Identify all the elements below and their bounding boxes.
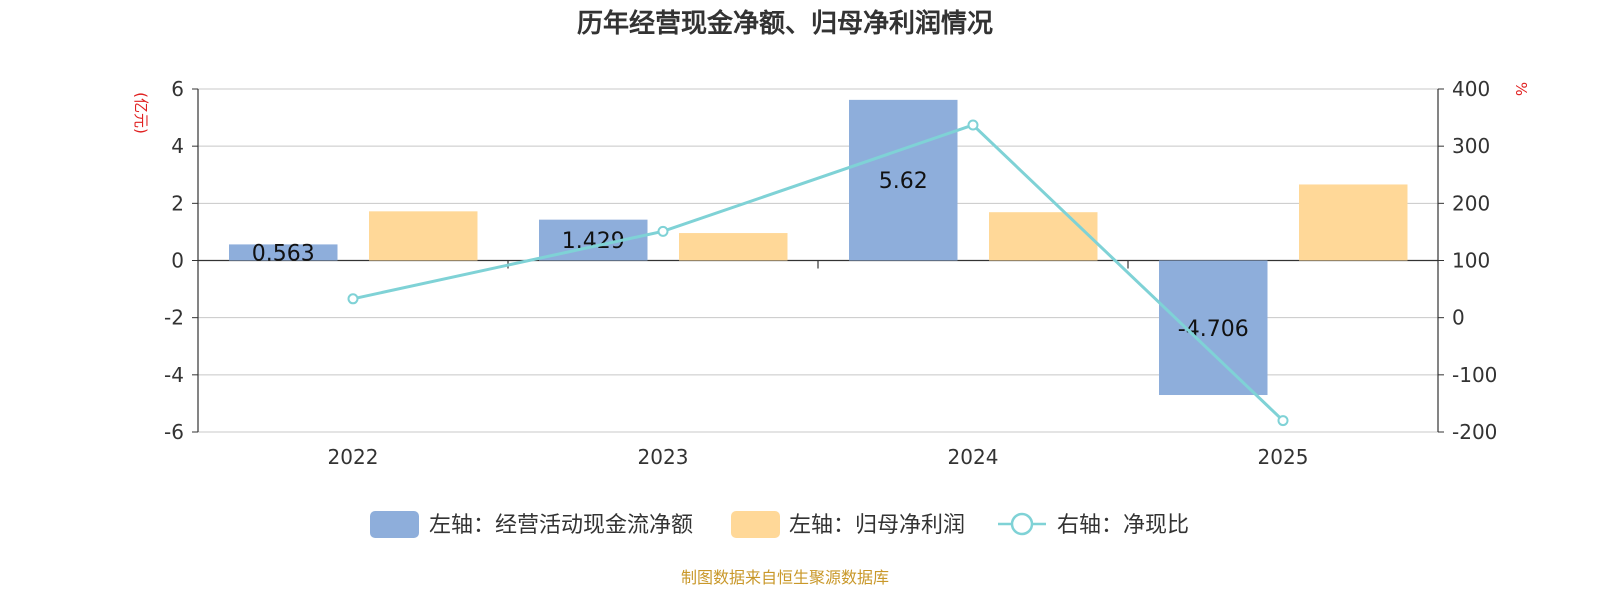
left-tick-label: 4 bbox=[171, 134, 184, 158]
ratio-point bbox=[967, 119, 979, 131]
legend-item-net-profit[interactable]: 左轴：归母净利润 bbox=[731, 511, 965, 538]
right-tick-label: -100 bbox=[1452, 363, 1497, 387]
bar-value-label: 5.62 bbox=[879, 169, 928, 194]
bar-cash-flow bbox=[229, 244, 338, 261]
data-source-note: 制图数据来自恒生聚源数据库 bbox=[681, 568, 889, 587]
grid-lines bbox=[198, 88, 1438, 433]
right-tick-label: 400 bbox=[1452, 77, 1490, 101]
legend-label-net-profit: 左轴：归母净利润 bbox=[789, 513, 965, 538]
ratio-point bbox=[347, 293, 359, 305]
x-axis-ticks: 2022 2023 2024 2025 bbox=[328, 260, 1309, 469]
left-tick-label: 0 bbox=[171, 249, 184, 273]
left-tick-label: 6 bbox=[171, 77, 184, 101]
left-tick-label: -4 bbox=[164, 363, 184, 387]
x-tick-label: 2022 bbox=[328, 445, 379, 469]
bar-value-label: 0.563 bbox=[252, 241, 315, 266]
bar-cash-flow bbox=[849, 99, 958, 261]
left-axis-unit: (亿元) bbox=[132, 92, 150, 134]
ratio-line bbox=[347, 119, 1289, 427]
bar-value-label: -4.706 bbox=[1178, 317, 1249, 342]
ratio-point bbox=[657, 225, 669, 237]
x-tick-label: 2023 bbox=[638, 445, 689, 469]
right-tick-label: -200 bbox=[1452, 420, 1497, 444]
legend-item-ratio[interactable]: 右轴：净现比 bbox=[998, 512, 1189, 538]
left-axis-ticks: 6 4 2 0 -2 -4 -6 bbox=[164, 77, 198, 444]
bar-net-profit bbox=[1299, 184, 1408, 261]
bar-net-profit bbox=[989, 212, 1098, 261]
x-tick-label: 2024 bbox=[948, 445, 999, 469]
bars bbox=[229, 99, 1408, 396]
legend: 左轴：经营活动现金流净额 左轴：归母净利润 右轴：净现比 bbox=[370, 511, 1189, 538]
legend-swatch-cash-flow bbox=[370, 511, 419, 538]
right-axis-ticks: 400 300 200 100 0 -100 -200 bbox=[1438, 77, 1497, 444]
ratio-point bbox=[1277, 415, 1289, 427]
chart-title: 历年经营现金净额、归母净利润情况 bbox=[577, 8, 993, 39]
legend-label-ratio: 右轴：净现比 bbox=[1057, 513, 1189, 538]
legend-swatch-net-profit bbox=[731, 511, 780, 538]
left-tick-label: -2 bbox=[164, 306, 184, 330]
right-tick-label: 0 bbox=[1452, 306, 1465, 330]
right-tick-label: 200 bbox=[1452, 191, 1490, 215]
legend-label-cash-flow: 左轴：经营活动现金流净额 bbox=[429, 513, 693, 538]
right-tick-label: 100 bbox=[1452, 249, 1490, 273]
left-tick-label: -6 bbox=[164, 420, 184, 444]
right-tick-label: 300 bbox=[1452, 134, 1490, 158]
right-axis-unit: % bbox=[1512, 82, 1530, 96]
x-tick-label: 2025 bbox=[1258, 445, 1309, 469]
legend-swatch-ratio-marker bbox=[1010, 512, 1034, 536]
bar-net-profit bbox=[369, 211, 478, 261]
legend-item-cash-flow[interactable]: 左轴：经营活动现金流净额 bbox=[370, 511, 693, 538]
ratio-line-path bbox=[352, 123, 1285, 422]
bar-cash-flow bbox=[1159, 260, 1268, 396]
left-tick-label: 2 bbox=[171, 191, 184, 215]
bar-net-profit bbox=[679, 233, 788, 261]
